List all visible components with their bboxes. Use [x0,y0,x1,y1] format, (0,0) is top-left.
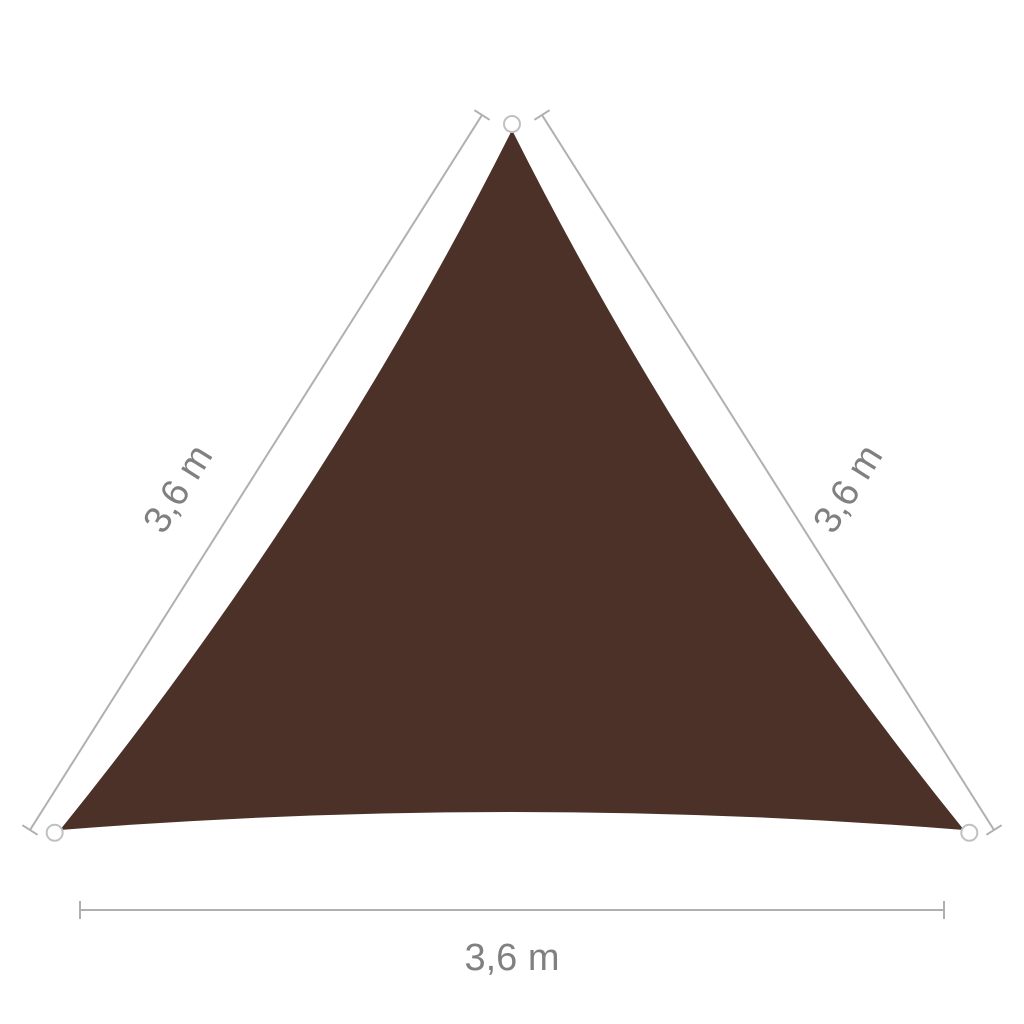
corner-ring-2 [961,825,977,841]
corner-ring-0 [504,116,520,132]
dimension-right-label: 3,6 m [805,438,891,541]
dimension-bottom-label: 3,6 m [464,937,559,979]
dimension-diagram: 3,6 m 3,6 m 3,6 m [0,0,1024,1024]
dimension-bottom: 3,6 m [80,901,944,979]
dimension-left-label: 3,6 m [135,438,221,541]
corner-ring-1 [47,825,63,841]
